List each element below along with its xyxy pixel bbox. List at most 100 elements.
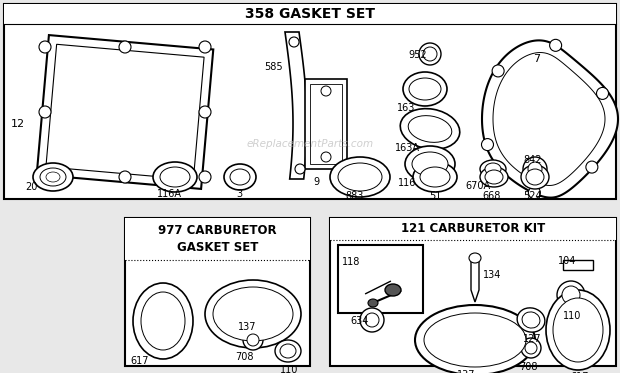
Ellipse shape bbox=[321, 86, 331, 96]
Ellipse shape bbox=[562, 286, 580, 304]
Ellipse shape bbox=[549, 39, 562, 51]
Text: 121 CARBURETOR KIT: 121 CARBURETOR KIT bbox=[401, 223, 545, 235]
Text: 118: 118 bbox=[342, 257, 360, 267]
Polygon shape bbox=[482, 40, 618, 198]
Ellipse shape bbox=[205, 280, 301, 348]
Text: 3: 3 bbox=[236, 189, 242, 199]
Ellipse shape bbox=[160, 167, 190, 187]
Text: 137: 137 bbox=[457, 370, 476, 373]
Ellipse shape bbox=[424, 313, 526, 367]
Ellipse shape bbox=[119, 171, 131, 183]
Ellipse shape bbox=[199, 41, 211, 53]
Ellipse shape bbox=[199, 106, 211, 118]
FancyBboxPatch shape bbox=[4, 4, 616, 24]
Text: 617: 617 bbox=[570, 372, 588, 373]
Ellipse shape bbox=[230, 169, 250, 185]
Text: 134: 134 bbox=[483, 270, 502, 280]
Ellipse shape bbox=[321, 152, 331, 162]
Ellipse shape bbox=[403, 72, 447, 106]
Ellipse shape bbox=[330, 157, 390, 197]
Ellipse shape bbox=[289, 37, 299, 47]
Ellipse shape bbox=[419, 43, 441, 65]
Text: 708: 708 bbox=[519, 362, 538, 372]
Ellipse shape bbox=[368, 299, 378, 307]
FancyBboxPatch shape bbox=[330, 218, 616, 240]
Ellipse shape bbox=[338, 163, 382, 191]
Ellipse shape bbox=[401, 109, 460, 149]
Ellipse shape bbox=[480, 160, 506, 178]
Text: 634: 634 bbox=[350, 316, 368, 326]
Ellipse shape bbox=[480, 167, 508, 187]
FancyBboxPatch shape bbox=[305, 79, 347, 169]
Ellipse shape bbox=[528, 186, 541, 199]
Polygon shape bbox=[471, 260, 479, 302]
FancyBboxPatch shape bbox=[338, 245, 423, 313]
Text: 617: 617 bbox=[130, 356, 149, 366]
Ellipse shape bbox=[153, 162, 197, 192]
Ellipse shape bbox=[405, 146, 455, 182]
Ellipse shape bbox=[39, 106, 51, 118]
Text: 952: 952 bbox=[408, 50, 427, 60]
Text: 670A: 670A bbox=[465, 181, 490, 191]
Text: 7: 7 bbox=[533, 54, 540, 64]
Ellipse shape bbox=[33, 163, 73, 191]
Ellipse shape bbox=[413, 162, 457, 192]
Ellipse shape bbox=[412, 152, 448, 176]
Ellipse shape bbox=[557, 281, 585, 309]
Ellipse shape bbox=[280, 344, 296, 358]
Ellipse shape bbox=[40, 168, 66, 186]
Ellipse shape bbox=[275, 340, 301, 362]
Ellipse shape bbox=[365, 313, 379, 327]
Ellipse shape bbox=[39, 171, 51, 183]
Text: 524: 524 bbox=[523, 191, 542, 201]
Ellipse shape bbox=[528, 162, 542, 176]
Text: 104: 104 bbox=[558, 256, 577, 266]
Ellipse shape bbox=[525, 342, 537, 354]
Ellipse shape bbox=[133, 283, 193, 359]
Text: 110: 110 bbox=[563, 311, 582, 321]
Ellipse shape bbox=[420, 167, 450, 187]
Text: 842: 842 bbox=[523, 155, 541, 165]
Polygon shape bbox=[285, 32, 307, 179]
Ellipse shape bbox=[213, 287, 293, 341]
Text: 116A: 116A bbox=[157, 189, 182, 199]
Text: 585: 585 bbox=[264, 62, 283, 72]
Ellipse shape bbox=[553, 298, 603, 362]
FancyBboxPatch shape bbox=[330, 218, 616, 366]
Ellipse shape bbox=[485, 170, 503, 184]
Ellipse shape bbox=[485, 163, 501, 175]
Ellipse shape bbox=[119, 41, 131, 53]
Text: 116: 116 bbox=[398, 178, 417, 188]
Ellipse shape bbox=[521, 338, 541, 358]
Text: eReplacementParts.com: eReplacementParts.com bbox=[246, 139, 374, 149]
Ellipse shape bbox=[415, 305, 535, 373]
Ellipse shape bbox=[408, 116, 452, 142]
Ellipse shape bbox=[39, 41, 51, 53]
Ellipse shape bbox=[546, 290, 610, 370]
Polygon shape bbox=[493, 53, 605, 185]
Text: 668: 668 bbox=[482, 191, 500, 201]
Text: 163: 163 bbox=[397, 103, 415, 113]
Ellipse shape bbox=[199, 171, 211, 183]
FancyBboxPatch shape bbox=[4, 4, 616, 199]
Ellipse shape bbox=[243, 330, 263, 350]
Text: 977 CARBURETOR
GASKET SET: 977 CARBURETOR GASKET SET bbox=[158, 224, 277, 254]
Ellipse shape bbox=[295, 164, 305, 174]
Text: 20: 20 bbox=[25, 182, 37, 192]
FancyBboxPatch shape bbox=[125, 218, 310, 366]
Ellipse shape bbox=[385, 284, 401, 296]
FancyBboxPatch shape bbox=[125, 218, 310, 260]
Text: 9: 9 bbox=[313, 177, 319, 187]
Ellipse shape bbox=[423, 47, 437, 61]
Text: 883: 883 bbox=[345, 191, 363, 201]
Ellipse shape bbox=[492, 65, 504, 77]
Text: 163A: 163A bbox=[395, 143, 420, 153]
Text: 708: 708 bbox=[235, 352, 254, 362]
Ellipse shape bbox=[522, 312, 540, 328]
Ellipse shape bbox=[523, 157, 547, 181]
Polygon shape bbox=[46, 44, 204, 180]
Ellipse shape bbox=[586, 161, 598, 173]
Polygon shape bbox=[37, 35, 213, 189]
Ellipse shape bbox=[141, 292, 185, 350]
Ellipse shape bbox=[521, 165, 549, 189]
